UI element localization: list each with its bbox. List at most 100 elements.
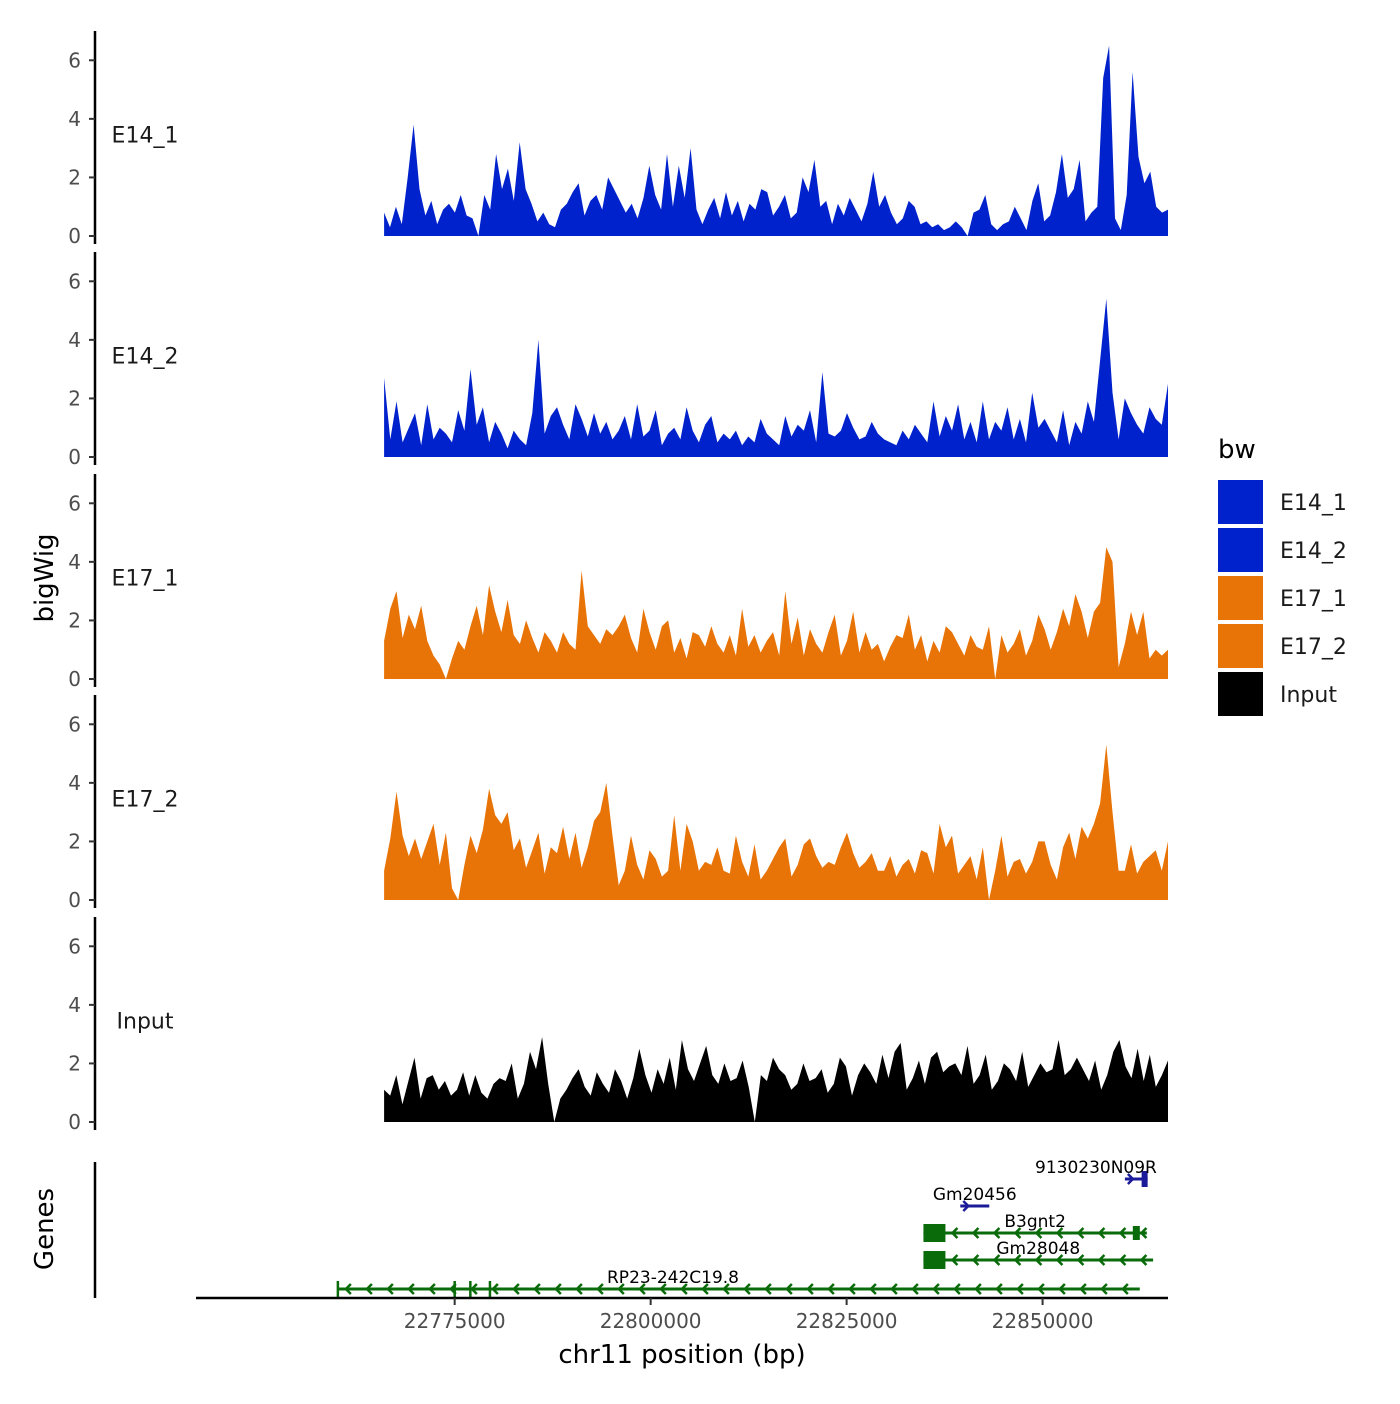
strand-arrow bbox=[890, 1283, 898, 1295]
gene-label: Gm20456 bbox=[933, 1185, 1017, 1205]
strand-arrow bbox=[365, 1283, 373, 1295]
strand-arrow bbox=[1139, 1227, 1148, 1239]
strand-arrow bbox=[554, 1283, 562, 1295]
y-tick-label: 6 bbox=[68, 48, 81, 72]
y-tick-label: 6 bbox=[68, 269, 81, 293]
track-e14-2: 0 2 4 6 E14_2 bbox=[68, 252, 1169, 469]
strand-arrow bbox=[1013, 1227, 1022, 1239]
strand-arrow bbox=[869, 1283, 877, 1295]
strand-arrow bbox=[575, 1283, 583, 1295]
strand-arrow bbox=[950, 1227, 959, 1239]
gene-b3gnt2: B3gnt2 bbox=[923, 1212, 1148, 1242]
y-tick-label: 0 bbox=[68, 1110, 81, 1134]
legend-swatch bbox=[1218, 624, 1263, 668]
signal-area-e17-1 bbox=[384, 547, 1169, 679]
exon-block bbox=[1132, 1226, 1140, 1240]
strand-arrow bbox=[344, 1283, 352, 1295]
legend-label: Input bbox=[1280, 683, 1337, 708]
strand-arrow bbox=[911, 1283, 919, 1295]
strand-arrow bbox=[1118, 1227, 1127, 1239]
strand-arrow bbox=[971, 1227, 980, 1239]
y-tick-label: 6 bbox=[68, 491, 81, 515]
y-axis-title: bigWig bbox=[30, 533, 60, 622]
legend-item: E17_2 bbox=[1218, 624, 1347, 668]
y-tick-label: 2 bbox=[68, 386, 81, 410]
track-e14-1: 0 2 4 6 E14_1 bbox=[68, 31, 1169, 248]
legend-label: E17_1 bbox=[1280, 587, 1347, 612]
y-tick-label: 4 bbox=[68, 328, 81, 352]
strand-arrow bbox=[1016, 1283, 1024, 1295]
strand-arrow bbox=[1121, 1283, 1129, 1295]
strand-arrow bbox=[1139, 1254, 1148, 1266]
gene-gm28048: Gm28048 bbox=[923, 1239, 1154, 1269]
strand-arrow bbox=[785, 1283, 793, 1295]
signal-area-e14-2 bbox=[384, 298, 1169, 457]
strand-arrow bbox=[1055, 1254, 1064, 1266]
strand-arrow bbox=[1037, 1283, 1045, 1295]
strand-arrow bbox=[806, 1283, 814, 1295]
strand-arrow bbox=[764, 1283, 772, 1295]
strand-arrow bbox=[1013, 1254, 1022, 1266]
legend-label: E14_1 bbox=[1280, 491, 1347, 516]
strand-arrow bbox=[743, 1283, 751, 1295]
signal-area-e14-1 bbox=[384, 45, 1169, 236]
gene-gm20456: Gm20456 bbox=[933, 1185, 1017, 1212]
y-tick-label: 2 bbox=[68, 829, 81, 853]
track-label: E17_2 bbox=[112, 787, 179, 812]
x-tick-label: 22850000 bbox=[992, 1309, 1094, 1333]
y-tick-label: 2 bbox=[68, 608, 81, 632]
track-e17-1: 0 2 4 6 E17_1 bbox=[68, 474, 1169, 691]
strand-arrow bbox=[1118, 1254, 1127, 1266]
strand-arrow bbox=[386, 1283, 394, 1295]
x-tick-label: 22825000 bbox=[796, 1309, 898, 1333]
strand-arrow bbox=[1127, 1173, 1135, 1185]
signal-tracks: 0 2 4 6 E14_1 0 2 4 6 E14_2 0 2 4 6 E17_1 0 2 4 6 E17_2 0 2 4 6… bbox=[68, 31, 1169, 1134]
strand-arrow bbox=[1076, 1254, 1085, 1266]
strand-arrow bbox=[1079, 1283, 1087, 1295]
legend-item: E14_1 bbox=[1218, 480, 1347, 524]
y-tick-label: 0 bbox=[68, 224, 81, 248]
strand-arrow bbox=[995, 1283, 1003, 1295]
strand-arrow bbox=[932, 1283, 940, 1295]
y-tick-label: 2 bbox=[68, 1051, 81, 1075]
strand-arrow bbox=[1055, 1227, 1064, 1239]
gene-label: RP23-242C19.8 bbox=[607, 1268, 739, 1288]
strand-arrow bbox=[407, 1283, 415, 1295]
x-axis: 22775000 22800000 22825000 22850000 bbox=[196, 1296, 1168, 1333]
y-tick-label: 4 bbox=[68, 550, 81, 574]
y-tick-label: 6 bbox=[68, 712, 81, 736]
x-axis-title: chr11 position (bp) bbox=[558, 1340, 805, 1370]
strand-arrow bbox=[1097, 1254, 1106, 1266]
exon-block bbox=[923, 1224, 946, 1242]
legend-item: E17_1 bbox=[1218, 576, 1347, 620]
exon-block bbox=[923, 1251, 946, 1269]
strand-arrow bbox=[701, 1283, 709, 1295]
strand-arrow bbox=[512, 1283, 520, 1295]
y-tick-label: 0 bbox=[68, 667, 81, 691]
strand-arrow bbox=[638, 1283, 646, 1295]
strand-arrow bbox=[470, 1283, 478, 1295]
strand-arrow bbox=[1034, 1227, 1043, 1239]
strand-arrow bbox=[962, 1200, 971, 1212]
strand-arrow bbox=[950, 1254, 959, 1266]
gene-track: 9130230N09R Gm20456 B3gnt2 Gm28048 RP23-242C… bbox=[93, 1158, 1157, 1298]
track-label: E17_1 bbox=[112, 566, 179, 591]
track-input: 0 2 4 6 Input bbox=[68, 917, 1169, 1134]
y-tick-label: 4 bbox=[68, 771, 81, 795]
strand-arrow bbox=[974, 1283, 982, 1295]
y-tick-label: 0 bbox=[68, 445, 81, 469]
strand-arrow bbox=[1058, 1283, 1066, 1295]
strand-arrow bbox=[992, 1254, 1001, 1266]
gene-9130230n09rik: 9130230N09R bbox=[1035, 1158, 1157, 1187]
track-e17-2: 0 2 4 6 E17_2 bbox=[68, 695, 1169, 912]
legend: bw E14_1 E14_2 E17_1 E17_2 Input bbox=[1218, 435, 1347, 716]
signal-area-input bbox=[384, 1037, 1169, 1122]
signal-area-e17-2 bbox=[384, 744, 1169, 900]
strand-arrow bbox=[491, 1283, 499, 1295]
gene-label: Gm28048 bbox=[996, 1239, 1080, 1259]
legend-swatch bbox=[1218, 576, 1263, 620]
track-label: Input bbox=[117, 1009, 174, 1034]
strand-arrow bbox=[596, 1283, 604, 1295]
